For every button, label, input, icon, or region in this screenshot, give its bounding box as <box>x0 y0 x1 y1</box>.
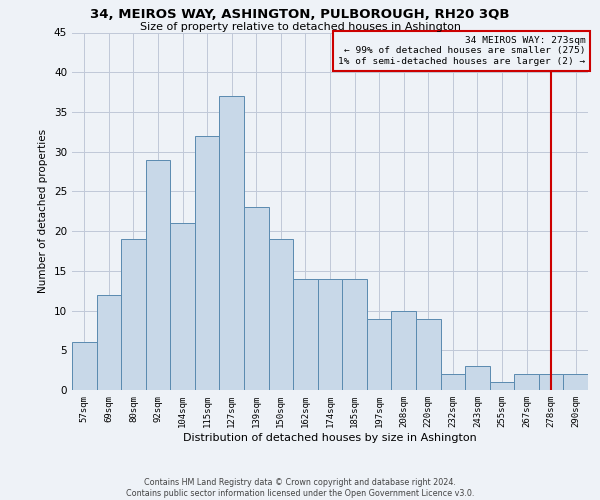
Bar <box>170 223 195 390</box>
Bar <box>539 374 563 390</box>
Bar <box>318 279 342 390</box>
Bar <box>416 318 440 390</box>
Bar <box>391 310 416 390</box>
Text: 34 MEIROS WAY: 273sqm
← 99% of detached houses are smaller (275)
1% of semi-deta: 34 MEIROS WAY: 273sqm ← 99% of detached … <box>338 36 586 66</box>
Bar <box>440 374 465 390</box>
Bar <box>367 318 391 390</box>
Text: 34, MEIROS WAY, ASHINGTON, PULBOROUGH, RH20 3QB: 34, MEIROS WAY, ASHINGTON, PULBOROUGH, R… <box>90 8 510 20</box>
Bar <box>72 342 97 390</box>
Bar <box>293 279 318 390</box>
Bar <box>490 382 514 390</box>
Bar <box>514 374 539 390</box>
Bar <box>342 279 367 390</box>
Bar <box>244 208 269 390</box>
Text: Size of property relative to detached houses in Ashington: Size of property relative to detached ho… <box>139 22 461 32</box>
Text: Contains HM Land Registry data © Crown copyright and database right 2024.
Contai: Contains HM Land Registry data © Crown c… <box>126 478 474 498</box>
X-axis label: Distribution of detached houses by size in Ashington: Distribution of detached houses by size … <box>183 432 477 442</box>
Bar <box>195 136 220 390</box>
Bar <box>269 239 293 390</box>
Bar <box>121 239 146 390</box>
Y-axis label: Number of detached properties: Number of detached properties <box>38 129 49 294</box>
Bar <box>146 160 170 390</box>
Bar <box>220 96 244 390</box>
Bar <box>465 366 490 390</box>
Bar <box>97 294 121 390</box>
Bar <box>563 374 588 390</box>
